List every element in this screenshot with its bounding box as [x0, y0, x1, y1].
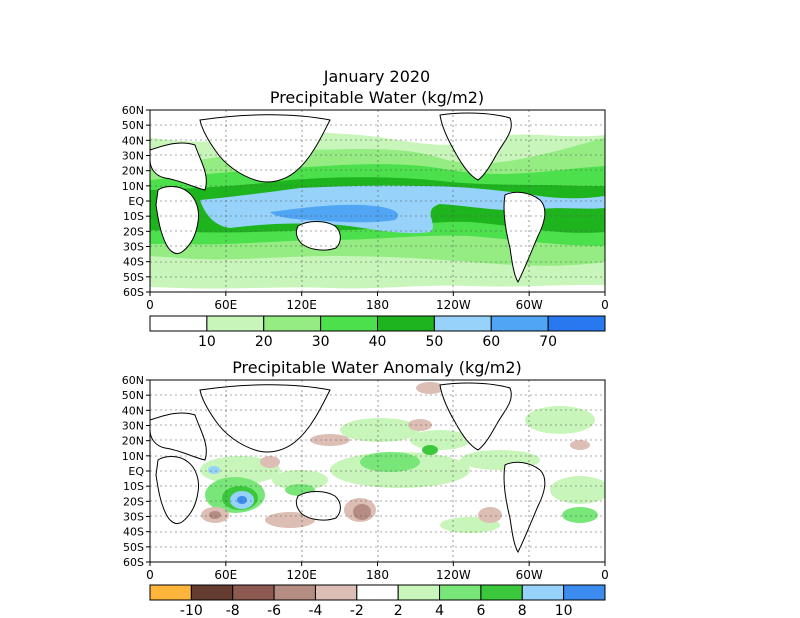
bottom-lon-label: 60W [516, 568, 543, 582]
bottom-colorbar-label: 8 [518, 603, 527, 618]
bottom-lat-label: 10S [123, 480, 144, 493]
bottom-colorbar-label: 2 [394, 603, 403, 618]
top-colorbar-swatch [547, 315, 606, 332]
bottom-lat-label: 30S [123, 511, 144, 524]
top-lat-label: 10N [122, 180, 144, 193]
top-map-fields [150, 110, 605, 292]
bottom-colorbar-label: -4 [308, 603, 322, 618]
title-precipitable-water: Precipitable Water (kg/m2) [270, 88, 484, 107]
top-colorbar-label: 60 [482, 334, 500, 350]
bottom-lat-label: 20N [122, 435, 144, 448]
top-colorbar-label: 30 [312, 334, 330, 350]
bottom-lat-label: 20S [123, 495, 144, 508]
bottom-colorbar-label: 6 [476, 603, 485, 618]
top-map-continents [150, 112, 546, 283]
bottom-lon-label: 120E [286, 568, 317, 582]
top-lat-label: 40N [122, 134, 144, 147]
top-lat-label: 30S [123, 241, 144, 254]
top-colorbar-swatch [377, 315, 435, 332]
bottom-colorbar-swatch [439, 584, 482, 601]
bottom-lat-label: EQ [128, 465, 144, 478]
bottom-colorbar-swatch [232, 584, 275, 601]
top-lat-label: EQ [128, 195, 144, 208]
bottom-colorbar-swatch [480, 584, 523, 601]
bottom-colorbar-swatch [521, 584, 565, 601]
top-lon-label: 0 [601, 298, 609, 312]
top-colorbar-swatch [263, 315, 322, 332]
top-lon-label: 0 [146, 298, 154, 312]
top-colorbar-label: 50 [425, 334, 443, 350]
bottom-colorbar-swatch [397, 584, 441, 601]
bottom-map-grid [150, 380, 605, 562]
top-lat-label: 40S [123, 256, 144, 269]
bottom-lat-label: 60S [123, 556, 144, 569]
colorbars: 10 20 30 40 50 60 70 -10 -8 -6 -4 -2 2 4 6 8 10 [149, 315, 606, 618]
top-colorbar-swatch [490, 315, 549, 332]
top-colorbar-label: 10 [198, 334, 216, 350]
top-colorbar-label: 40 [369, 334, 387, 350]
bottom-lat-label: 10N [122, 450, 144, 463]
top-map-grid [150, 110, 605, 292]
bottom-colorbar-label: -8 [226, 603, 240, 618]
bottom-colorbar-swatch [273, 584, 316, 601]
bottom-lon-label: 180 [366, 568, 389, 582]
title-anomaly: Precipitable Water Anomaly (kg/m2) [232, 358, 522, 377]
top-map [149, 109, 606, 293]
top-lon-label: 180 [366, 298, 389, 312]
top-lat-label: 50N [122, 119, 144, 132]
bottom-colorbar-swatch [149, 584, 192, 601]
top-lon-label: 120E [286, 298, 317, 312]
bottom-lon-label: 0 [601, 568, 609, 582]
bottom-lat-label: 60N [122, 374, 144, 387]
top-lat-label: 20N [122, 165, 144, 178]
bottom-colorbar-swatch [190, 584, 234, 601]
bottom-lon-label: 60E [214, 568, 237, 582]
bottom-colorbar-label: -10 [180, 603, 203, 618]
top-colorbar-label: 20 [255, 334, 273, 350]
bottom-lon-label: 120W [436, 568, 471, 582]
bottom-lon-label: 0 [146, 568, 154, 582]
top-lat-label: 50S [123, 271, 144, 284]
top-lat-label: 60S [123, 286, 144, 299]
top-colorbar-swatch [320, 315, 378, 332]
bottom-map-continents [150, 382, 546, 553]
bottom-colorbar-swatch [356, 584, 399, 601]
bottom-map-fields [150, 382, 605, 553]
top-colorbar-label: 70 [539, 334, 557, 350]
top-colorbar-swatch [149, 315, 208, 332]
top-lat-label: 30N [122, 150, 144, 163]
top-lon-label: 120W [436, 298, 471, 312]
bottom-lat-label: 30N [122, 420, 144, 433]
top-lat-label: 10S [123, 210, 144, 223]
bottom-colorbar-label: 4 [435, 603, 444, 618]
top-colorbar-swatch [433, 315, 492, 332]
bottom-colorbar-label: -6 [267, 603, 281, 618]
top-lon-label: 60W [516, 298, 543, 312]
bottom-lat-label: 40S [123, 526, 144, 539]
bottom-lat-label: 50S [123, 541, 144, 554]
bottom-lat-label: 50N [122, 389, 144, 402]
top-colorbar-swatch [206, 315, 265, 332]
top-lat-label: 20S [123, 225, 144, 238]
top-lon-label: 60E [214, 298, 237, 312]
bottom-colorbar-label: -2 [350, 603, 364, 618]
title-month: January 2020 [323, 67, 430, 86]
bottom-colorbar-label: 10 [555, 603, 573, 618]
bottom-colorbar-swatch [314, 584, 358, 601]
bottom-map [149, 379, 606, 563]
top-lat-label: 60N [122, 104, 144, 117]
bottom-lat-label: 40N [122, 404, 144, 417]
bottom-colorbar-swatch [563, 584, 606, 601]
